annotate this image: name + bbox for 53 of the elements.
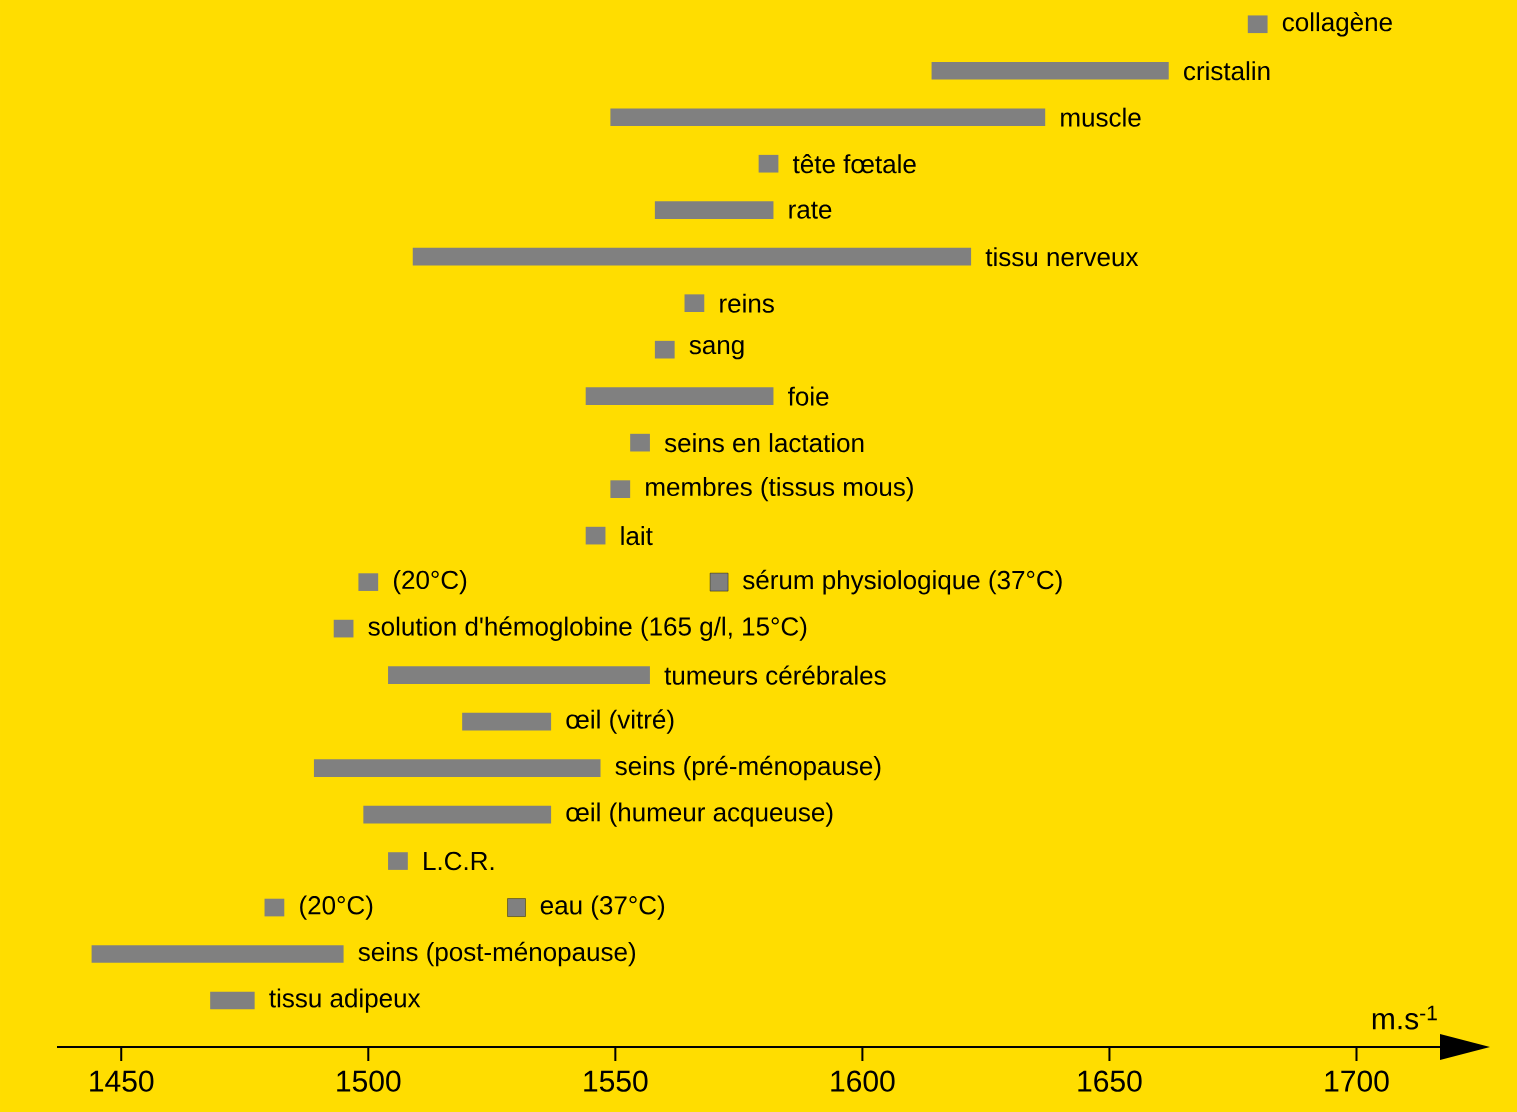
x-tick-label: 1700 [1325, 1070, 1389, 1092]
y-tick-label: solution d'hémoglobine (165 g/l, 15°C) [368, 616, 807, 641]
bar [684, 294, 705, 313]
bar [630, 433, 650, 452]
y-tick-label: reins [720, 293, 774, 313]
bar [585, 526, 606, 545]
bar [388, 852, 408, 870]
y-tick-label: tissu nerveux [985, 247, 1139, 267]
annotation: eau (37°C) [540, 895, 665, 920]
bar [363, 805, 552, 824]
y-tick-label: seins (post-ménopause) [358, 941, 636, 967]
y-tick-label: membres (tissus mous) [646, 477, 913, 502]
bar [654, 340, 675, 359]
bar [333, 619, 354, 638]
y-tick-label: œil (humeur acqueuse) [566, 802, 833, 827]
bar [758, 154, 779, 173]
x-axis-title: m.s$^{-1}$ [1372, 1005, 1437, 1030]
y-tick-label: sang [689, 339, 744, 360]
bar [313, 759, 601, 777]
bar [462, 712, 552, 731]
bar [1247, 15, 1268, 34]
y-tick-label: seins (pré-ménopause) [615, 755, 881, 781]
y-tick-label: rate [789, 201, 832, 219]
annotation: sérum physiologique (37°C) [743, 569, 1062, 595]
y-tick-label: collagène [1282, 11, 1392, 37]
bar [610, 480, 631, 498]
x-tick-label: 1500 [337, 1070, 401, 1092]
bar [654, 201, 774, 220]
x-tick-label: 1550 [584, 1070, 648, 1092]
bar [412, 247, 972, 266]
bar [931, 61, 1169, 80]
bar [210, 991, 255, 1010]
y-tick-label: L.C.R. [424, 851, 494, 871]
y-tick-label: tête fœtale [792, 154, 916, 174]
x-tick-label: 1600 [831, 1070, 895, 1092]
bar [358, 573, 379, 591]
bar [388, 666, 650, 684]
x-tick-label: 1650 [1078, 1070, 1142, 1092]
y-tick-label: cristalin [1184, 61, 1270, 81]
y-tick-label: œil (vitré) [566, 709, 674, 734]
y-tick-label: tissu adipeux [269, 988, 421, 1013]
y-tick-label: muscle [1061, 107, 1141, 127]
bar [264, 898, 285, 917]
x-tick-label: 1450 [90, 1070, 154, 1092]
bar [91, 945, 344, 963]
y-tick-label: (20°C) [300, 895, 373, 920]
y-tick-label: tumeurs cérébrales [664, 665, 886, 685]
y-tick-label: lait [621, 526, 653, 546]
y-tick-label: foie [788, 386, 829, 406]
bar [585, 387, 774, 405]
bar [610, 108, 1046, 127]
y-tick-label: seins en lactation [664, 433, 864, 453]
y-tick-label: (20°C) [393, 570, 467, 595]
